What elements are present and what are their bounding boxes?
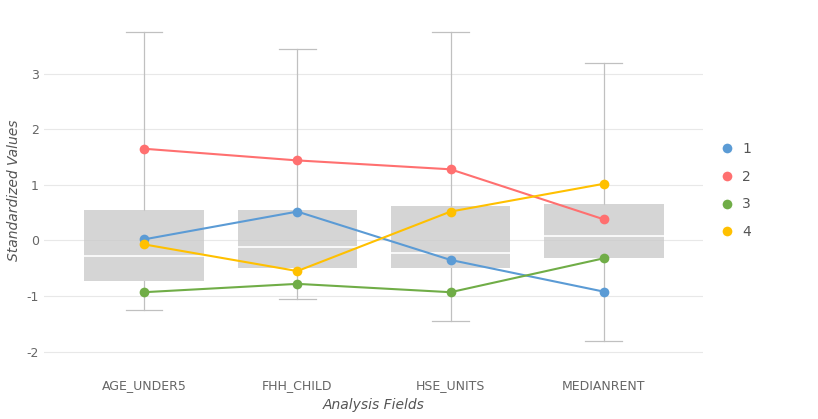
- Line: 3: 3: [139, 253, 609, 297]
- Bar: [391, 206, 510, 268]
- 2: [599, 217, 609, 222]
- Bar: [544, 204, 663, 258]
- 1: [139, 237, 149, 242]
- 1: [446, 257, 456, 262]
- 2: [446, 167, 456, 172]
- 1: [292, 209, 302, 214]
- 1: [599, 289, 609, 294]
- 4: [292, 269, 302, 274]
- 3: [139, 290, 149, 295]
- 2: [139, 146, 149, 151]
- Legend: 1, 2, 3, 4: 1, 2, 3, 4: [717, 134, 757, 246]
- 2: [292, 158, 302, 163]
- 3: [446, 290, 456, 295]
- Bar: [237, 210, 357, 268]
- X-axis label: Analysis Fields: Analysis Fields: [323, 398, 425, 412]
- Bar: [84, 210, 204, 281]
- Line: 1: 1: [139, 207, 609, 297]
- 4: [139, 242, 149, 247]
- 4: [446, 209, 456, 214]
- 4: [599, 181, 609, 186]
- Line: 4: 4: [139, 179, 609, 276]
- 3: [292, 281, 302, 286]
- Line: 2: 2: [139, 144, 609, 224]
- Y-axis label: Standardized Values: Standardized Values: [7, 120, 21, 261]
- 3: [599, 256, 609, 261]
